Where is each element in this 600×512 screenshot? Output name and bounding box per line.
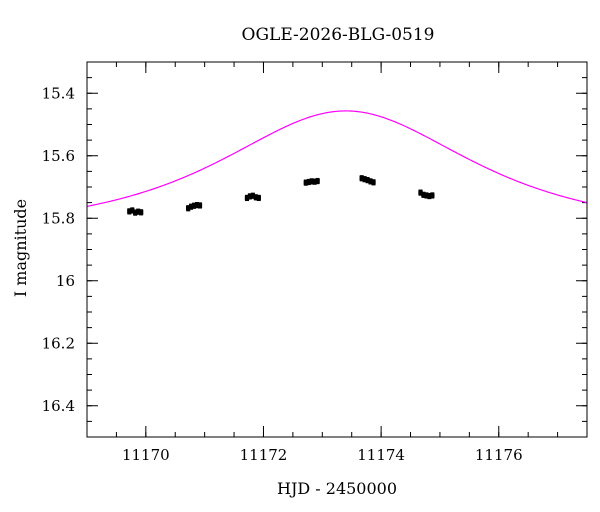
- data-point: [371, 180, 376, 185]
- x-tick-label: 11174: [357, 446, 405, 464]
- y-tick-label: 15.4: [42, 84, 75, 102]
- data-point: [250, 193, 256, 198]
- data-point: [312, 179, 317, 184]
- plot-frame: [86, 61, 588, 438]
- y-tick-label: 16: [56, 272, 75, 290]
- data-point: [315, 178, 320, 184]
- data-point: [188, 204, 194, 209]
- data-point: [303, 180, 309, 185]
- x-tick-label: 11170: [122, 446, 170, 464]
- data-point: [427, 193, 432, 199]
- data-point: [185, 206, 191, 211]
- y-tick-label: 15.6: [42, 147, 75, 165]
- data-point: [194, 202, 200, 208]
- data-point: [424, 193, 429, 198]
- axis-ticks: [86, 61, 588, 438]
- data-point: [191, 203, 197, 208]
- data-point: [309, 179, 314, 184]
- data-point: [127, 209, 132, 214]
- data-point: [418, 190, 423, 195]
- data-point: [256, 195, 261, 201]
- data-point: [138, 210, 144, 215]
- data-point: [247, 194, 253, 199]
- data-point: [253, 195, 259, 200]
- data-point: [197, 203, 203, 208]
- data-point: [359, 176, 364, 181]
- data-point: [421, 192, 426, 198]
- y-axis-label: I magnitude: [11, 199, 30, 297]
- chart-title: OGLE-2026-BLG-0519: [242, 25, 435, 45]
- model-fit-curve: [86, 110, 588, 207]
- data-point: [368, 179, 373, 184]
- data-points: [127, 175, 435, 216]
- data-point: [365, 177, 370, 183]
- y-tick-label: 15.8: [42, 209, 75, 227]
- data-point: [362, 176, 367, 182]
- data-point: [430, 193, 435, 198]
- x-tick-label: 11172: [240, 446, 288, 464]
- y-tick-label: 16.4: [42, 397, 75, 415]
- data-point: [133, 210, 138, 215]
- data-point: [306, 179, 311, 185]
- data-point: [244, 195, 250, 201]
- y-tick-label: 16.2: [42, 334, 75, 352]
- data-point: [130, 208, 135, 213]
- x-tick-label: 11176: [475, 446, 523, 464]
- axis-tick-labels: 11170 11172 11174 11176 15.4 15.6 15.8 16 16.2 16…: [42, 84, 523, 464]
- data-point: [135, 209, 141, 214]
- x-axis-label: HJD - 2450000: [277, 479, 397, 498]
